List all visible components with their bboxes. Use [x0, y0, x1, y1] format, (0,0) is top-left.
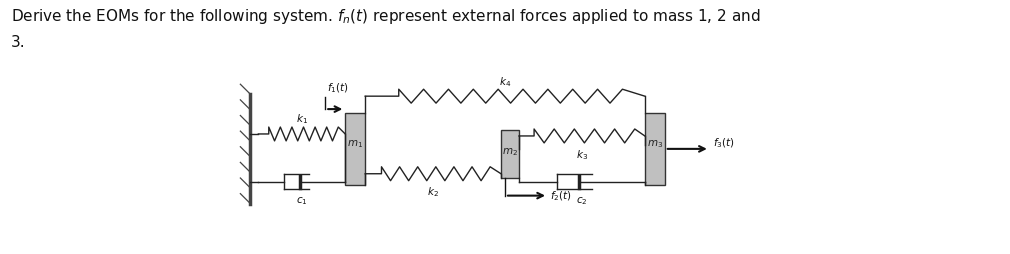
Text: $m_3$: $m_3$ [646, 138, 663, 150]
Text: Derive the EOMs for the following system. $f_n(t)$ represent external forces app: Derive the EOMs for the following system… [11, 7, 761, 26]
Text: $m_2$: $m_2$ [502, 146, 518, 158]
Text: $f_2(t)$: $f_2(t)$ [549, 190, 572, 203]
FancyBboxPatch shape [345, 113, 366, 185]
FancyBboxPatch shape [501, 130, 519, 178]
Text: $c_2$: $c_2$ [576, 196, 588, 208]
Text: $k_3$: $k_3$ [576, 148, 588, 162]
Text: $c_1$: $c_1$ [296, 196, 308, 208]
Text: 3.: 3. [11, 35, 25, 50]
Text: $k_1$: $k_1$ [296, 112, 308, 126]
Text: $k_2$: $k_2$ [427, 186, 439, 199]
Text: $f_3(t)$: $f_3(t)$ [713, 136, 734, 150]
FancyBboxPatch shape [644, 113, 665, 185]
Text: $f_1(t)$: $f_1(t)$ [327, 82, 349, 95]
Text: $k_4$: $k_4$ [499, 75, 511, 89]
Text: $m_1$: $m_1$ [347, 138, 364, 150]
